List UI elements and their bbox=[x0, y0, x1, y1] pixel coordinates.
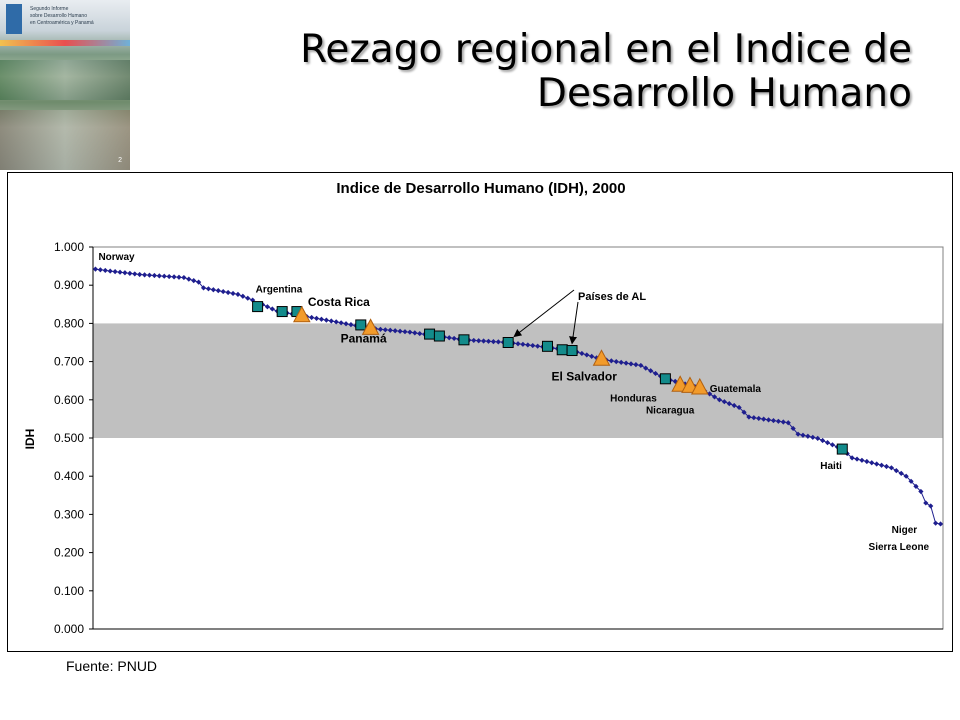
annotation-label: Guatemala bbox=[710, 384, 762, 395]
annotation-label: Nicaragua bbox=[646, 405, 695, 416]
source-note: Fuente: PNUD bbox=[66, 658, 158, 674]
y-tick-label: 1.000 bbox=[54, 240, 84, 254]
latam-country-marker bbox=[355, 319, 367, 331]
y-axis-label: IDH bbox=[23, 429, 37, 450]
plot-area: 1.000 0.900 0.800 0.700 0.600 0.500 0.400 0.300… bbox=[54, 240, 944, 636]
slide-title-line: Desarrollo Humano bbox=[536, 71, 912, 116]
report-cover-thumbnail: Segundo Informe sobre Desarrollo Humano … bbox=[0, 0, 130, 170]
country-series-line bbox=[95, 268, 941, 525]
annotation-label: Costa Rica bbox=[308, 295, 370, 309]
latam-country-marker bbox=[276, 306, 288, 318]
latam-country-marker bbox=[433, 330, 445, 342]
y-tick-label: 0.800 bbox=[54, 316, 84, 330]
slide-title-line: Rezago regional en el Indice de bbox=[300, 27, 912, 72]
latam-country-marker bbox=[836, 443, 848, 455]
y-tick-label: 0.300 bbox=[54, 507, 84, 521]
annotation-label: Honduras bbox=[610, 393, 657, 404]
latam-country-marker bbox=[424, 328, 436, 340]
cover-color-band bbox=[0, 40, 130, 46]
annotation-label: Haiti bbox=[820, 461, 842, 472]
y-tick-label: 0.900 bbox=[54, 278, 84, 292]
latam-country-marker bbox=[556, 344, 568, 356]
central-america-marker bbox=[292, 305, 311, 323]
cover-photo-lower bbox=[0, 110, 130, 170]
y-tick-label: 0.700 bbox=[54, 355, 84, 369]
latam-country-marker bbox=[502, 337, 514, 348]
latam-country-marker bbox=[252, 301, 264, 313]
annotation-arrow bbox=[513, 289, 575, 338]
central-america-marker bbox=[361, 318, 380, 335]
annotation-label: Norway bbox=[98, 252, 135, 263]
y-tick-label: 0.400 bbox=[54, 469, 84, 483]
chart-frame: Indice de Desarrollo Humano (IDH), 2000 … bbox=[7, 172, 953, 652]
slide-title: Rezago regional en el Indice de Desarrol… bbox=[150, 28, 912, 116]
central-america-marker bbox=[690, 377, 709, 395]
latam-country-marker bbox=[458, 334, 470, 346]
idh-middle-band bbox=[93, 323, 943, 438]
central-america-marker bbox=[681, 376, 699, 393]
chart-title: Indice de Desarrollo Humano (IDH), 2000 bbox=[336, 180, 625, 197]
annotation-label: Países de AL bbox=[578, 291, 646, 303]
central-america-marker bbox=[592, 349, 611, 366]
latam-country-marker bbox=[566, 345, 578, 357]
latam-country-marker bbox=[659, 373, 671, 385]
cover-line: en Centroamérica y Panamá bbox=[30, 20, 94, 26]
country-point bbox=[937, 521, 944, 527]
annotation-label: Niger bbox=[892, 525, 918, 536]
y-tick-label: 0.500 bbox=[54, 431, 84, 445]
idh-chart: Indice de Desarrollo Humano (IDH), 2000 … bbox=[23, 180, 944, 636]
y-tick-label: 0.100 bbox=[54, 584, 84, 598]
annotation-arrow bbox=[569, 301, 579, 345]
y-tick-label: 0.000 bbox=[54, 622, 84, 636]
annotation-label: Panamá bbox=[341, 331, 387, 345]
cover-page-number: 2 bbox=[118, 157, 122, 164]
annotation-label: Sierra Leone bbox=[869, 542, 930, 553]
undp-logo-icon bbox=[6, 4, 22, 34]
latam-country-marker bbox=[541, 340, 553, 352]
cover-photo-band bbox=[0, 60, 130, 100]
cover-line: sobre Desarrollo Humano bbox=[30, 13, 87, 19]
cover-line: Segundo Informe bbox=[30, 6, 69, 12]
y-tick-label: 0.200 bbox=[54, 546, 84, 560]
annotation-label: El Salvador bbox=[552, 369, 618, 383]
annotation-label: Argentina bbox=[256, 285, 303, 296]
y-tick-label: 0.600 bbox=[54, 393, 84, 407]
